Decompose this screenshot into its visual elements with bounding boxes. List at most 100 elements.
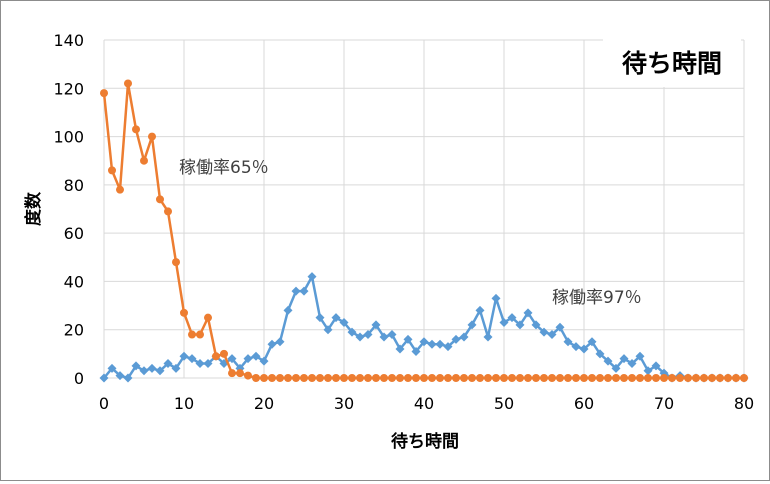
data-point [516,374,524,382]
data-point [635,351,645,361]
data-point [436,374,444,382]
x-axis-ticks: 0 10 20 30 40 50 60 70 80 [99,394,754,413]
data-point [323,325,333,335]
x-axis-title: 待ち時間 [391,431,459,452]
data-point [572,374,580,382]
data-point [660,374,668,382]
data-point [348,374,356,382]
data-point [347,327,357,337]
data-point [108,166,116,175]
data-point [724,374,732,382]
data-point [459,332,469,342]
y-tick-label: 100 [53,128,84,147]
data-point [652,374,660,382]
y-tick-label: 40 [64,272,84,291]
data-point [291,286,301,296]
x-tick-label: 10 [174,394,194,413]
data-point [371,320,381,330]
data-point [508,374,516,382]
series-layer [99,79,749,383]
data-point [380,374,388,382]
data-point [476,374,484,382]
data-point [435,339,445,349]
data-point [452,374,460,382]
data-point [155,366,165,376]
data-point [484,374,492,382]
data-point [500,374,508,382]
x-tick-label: 20 [254,394,274,413]
data-point [340,374,348,382]
data-point [339,317,349,327]
data-point [100,89,108,98]
data-point [388,374,396,382]
data-point [379,332,389,342]
data-point [147,363,157,373]
data-point [180,308,188,317]
data-point [195,359,205,369]
data-point [139,366,149,376]
y-tick-label: 80 [64,176,84,195]
data-point [684,374,692,382]
data-point [107,363,117,373]
data-point [203,359,213,369]
data-point [443,342,453,352]
data-point [251,351,261,361]
data-point [451,334,461,344]
data-point [315,313,325,323]
data-point [523,308,533,318]
data-point [396,374,404,382]
data-point [300,374,308,382]
data-point [628,374,636,382]
data-point [619,354,629,364]
data-point [460,374,468,382]
data-point [196,330,204,339]
data-point [596,374,604,382]
data-point [467,320,477,330]
data-point [531,320,541,330]
data-point [668,374,676,382]
data-point [499,317,509,327]
data-point [307,272,317,282]
data-point [651,361,661,371]
y-tick-label: 140 [53,31,84,50]
data-point [404,374,412,382]
data-point [556,374,564,382]
y-tick-label: 20 [64,321,84,340]
data-point [515,320,525,330]
data-point [99,373,109,383]
data-point [228,369,236,378]
data-point [236,369,244,378]
data-point [163,359,173,369]
data-point [692,374,700,382]
data-point [483,332,493,342]
data-point [332,374,340,382]
series-labels: 稼働率65％ 稼働率97％ [179,158,642,308]
data-point [172,258,180,267]
data-point [403,334,413,344]
data-point [324,374,332,382]
data-point [227,354,237,364]
x-tick-label: 60 [574,394,594,413]
data-point [612,374,620,382]
data-point [524,374,532,382]
series-label: 稼働率97％ [552,288,642,308]
data-point [187,354,197,364]
data-point [587,337,597,347]
data-point [636,374,644,382]
data-point [427,339,437,349]
data-point [116,185,124,194]
data-point [275,337,285,347]
data-point [124,79,132,88]
data-point [420,374,428,382]
data-point [475,305,485,315]
data-point [595,349,605,359]
data-point [716,374,724,382]
x-tick-label: 0 [99,394,109,413]
data-point [580,374,588,382]
x-tick-label: 30 [334,394,354,413]
data-point [412,374,420,382]
data-point [444,374,452,382]
data-point [643,366,653,376]
